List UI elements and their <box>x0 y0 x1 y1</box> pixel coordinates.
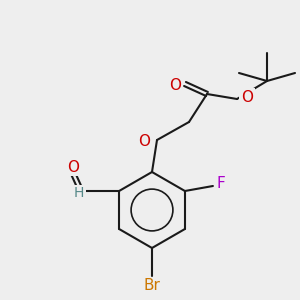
Text: Br: Br <box>144 278 160 293</box>
Text: O: O <box>67 160 79 175</box>
Text: O: O <box>241 89 253 104</box>
Text: F: F <box>217 176 225 191</box>
Text: O: O <box>169 79 181 94</box>
Text: H: H <box>74 186 84 200</box>
Text: O: O <box>138 134 150 149</box>
